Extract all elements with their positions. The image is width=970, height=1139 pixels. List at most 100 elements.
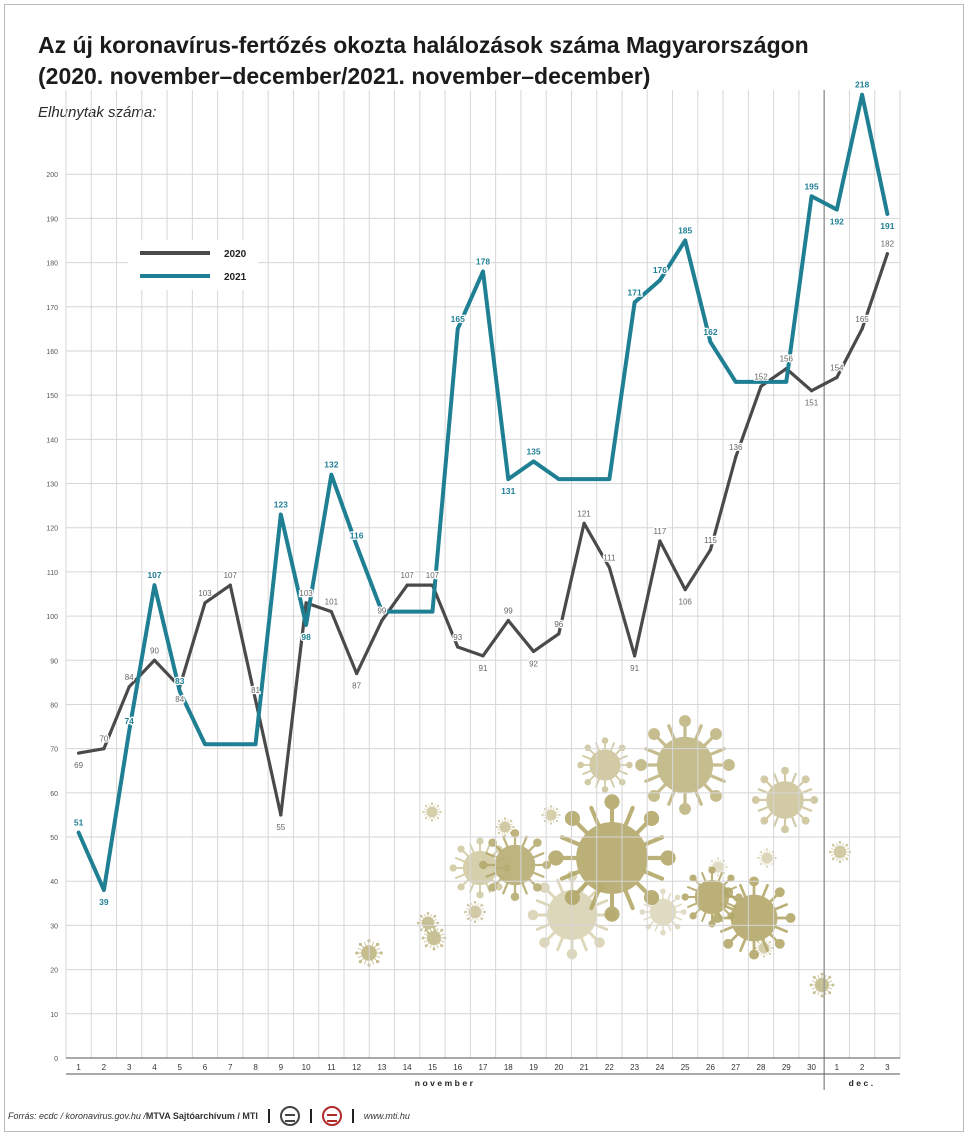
- x-tick-label: 19: [529, 1063, 538, 1072]
- data-point-2020: [557, 632, 561, 636]
- y-tick-label: 50: [50, 835, 58, 842]
- series-line-2021: [76, 92, 890, 893]
- data-label-2020: 165: [855, 315, 869, 324]
- data-point-2020: [481, 654, 485, 658]
- chart-title-line-2: (2020. november–december/2021. november–…: [38, 63, 651, 89]
- x-tick-label: 1: [76, 1063, 81, 1072]
- data-label-2020: 106: [679, 598, 693, 607]
- y-tick-label: 20: [50, 968, 58, 975]
- data-label-2021: 51: [74, 818, 84, 828]
- data-point-2021: [658, 278, 662, 282]
- data-point-2020: [228, 583, 232, 587]
- chart-data-labels: 69 70 84 90 84 103 107 81 55 103 101 87 99 107 107 93 91…: [73, 78, 896, 908]
- virus-icon: [464, 901, 485, 922]
- data-label-2021: 123: [274, 499, 288, 509]
- x-tick-label: 4: [152, 1063, 157, 1072]
- data-label-2020: 154: [830, 363, 844, 372]
- data-point-2021: [178, 689, 182, 693]
- data-label-2020: 55: [276, 823, 285, 832]
- data-point-2020: [809, 389, 814, 393]
- x-group-label: november: [415, 1078, 476, 1088]
- data-label-2021: 195: [804, 181, 818, 191]
- y-tick-label: 180: [46, 261, 58, 268]
- virus-icon: [753, 768, 817, 832]
- x-group-label: dec.: [849, 1078, 876, 1088]
- data-label-2021: 39: [99, 897, 109, 907]
- data-point-2021: [405, 610, 409, 614]
- x-tick-label: 7: [228, 1063, 233, 1072]
- data-point-2021: [253, 742, 258, 746]
- data-label-2020: 91: [479, 664, 488, 673]
- data-point-2021: [683, 238, 687, 243]
- x-tick-label: 29: [782, 1063, 791, 1072]
- x-tick-label: 5: [178, 1063, 183, 1072]
- virus-illustration: [356, 717, 851, 997]
- data-label-2020: 81: [251, 686, 260, 695]
- footer-website: www.mti.hu: [363, 1111, 410, 1121]
- data-point-2021: [759, 380, 763, 384]
- data-point-2020: [582, 521, 586, 525]
- data-point-2020: [885, 252, 889, 256]
- data-point-2021: [860, 93, 864, 97]
- footer-separator: [267, 1109, 270, 1123]
- data-point-2021: [304, 623, 308, 627]
- footer-separator: [309, 1109, 312, 1123]
- x-tick-label: 13: [377, 1063, 386, 1072]
- y-tick-label: 170: [46, 305, 58, 312]
- chart-series: [76, 92, 890, 893]
- y-tick-label: 80: [50, 702, 58, 709]
- x-tick-label: 3: [127, 1063, 132, 1072]
- data-point-2021: [708, 340, 713, 344]
- mti-logo-icon: [279, 1106, 300, 1126]
- data-point-2020: [279, 813, 283, 817]
- data-point-2021: [557, 477, 561, 481]
- data-point-2020: [405, 583, 409, 587]
- virus-icon: [496, 818, 515, 837]
- data-label-2020: 91: [630, 664, 639, 673]
- legend-box: [128, 240, 258, 290]
- chart-legend: 2020 2021: [128, 240, 258, 290]
- data-label-2020: 99: [504, 607, 513, 616]
- data-point-2021: [102, 888, 106, 892]
- data-label-2021: 132: [324, 460, 338, 470]
- data-label-2021: 191: [880, 221, 894, 231]
- data-point-2021: [152, 583, 157, 587]
- chart-title-line-1: Az új koronavírus-fertőzés okozta halálo…: [38, 32, 809, 58]
- virus-icon: [810, 973, 834, 997]
- data-point-2021: [531, 459, 536, 464]
- data-point-2020: [633, 654, 637, 658]
- y-tick-label: 110: [47, 570, 58, 577]
- data-point-2020: [304, 601, 308, 605]
- data-point-2021: [430, 610, 435, 614]
- x-tick-label: 9: [279, 1063, 284, 1072]
- data-label-2020: 99: [377, 607, 386, 616]
- data-label-2021: 107: [147, 570, 161, 580]
- virus-icon: [529, 872, 615, 958]
- x-tick-label: 27: [731, 1063, 740, 1072]
- data-label-2020: 84: [175, 695, 184, 704]
- data-point-2020: [203, 601, 207, 605]
- data-label-2020: 111: [603, 553, 616, 562]
- data-label-2021: 135: [526, 446, 540, 456]
- data-point-2021: [506, 477, 510, 481]
- data-label-2020: 182: [881, 240, 895, 249]
- data-point-2020: [102, 747, 106, 751]
- x-tick-label: 10: [302, 1063, 311, 1072]
- y-tick-label: 90: [50, 658, 58, 665]
- data-point-2020: [456, 645, 460, 649]
- virus-icon: [417, 912, 438, 933]
- data-point-2020: [127, 685, 131, 689]
- y-tick-label: 100: [46, 614, 58, 621]
- x-tick-label: 24: [655, 1063, 664, 1072]
- y-axis-label: Elhunytak száma:: [38, 104, 157, 121]
- x-tick-label: 22: [605, 1063, 614, 1072]
- data-label-2020: 70: [99, 735, 108, 744]
- data-point-2020: [380, 618, 384, 623]
- y-tick-label: 120: [46, 526, 58, 533]
- data-label-2021: 131: [501, 486, 515, 496]
- data-point-2020: [658, 539, 662, 543]
- data-point-2021: [734, 380, 738, 384]
- x-tick-label: 21: [580, 1063, 589, 1072]
- x-tick-label: 11: [327, 1063, 336, 1072]
